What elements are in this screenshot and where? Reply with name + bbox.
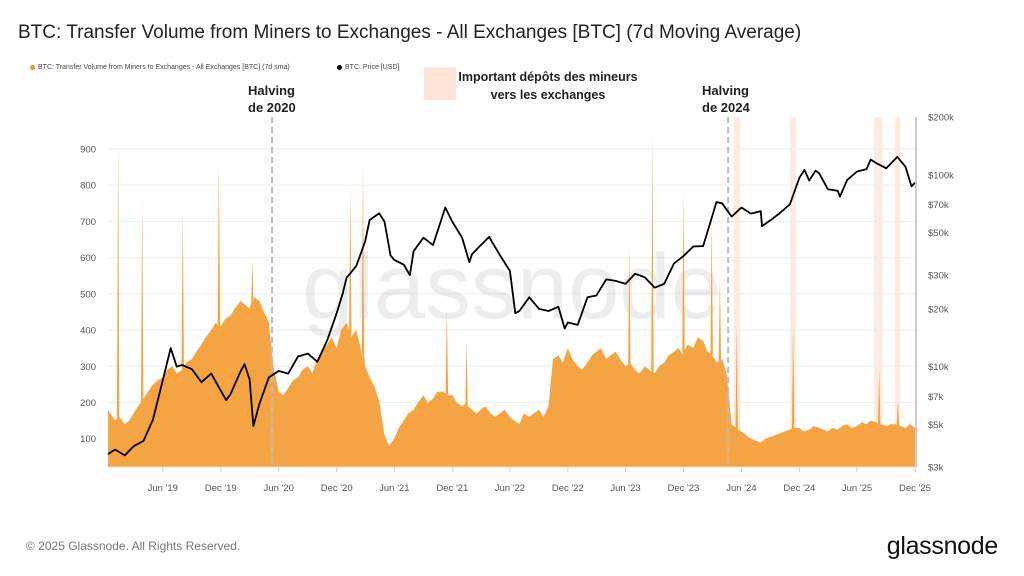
y-left-tick-label: 300 [80, 362, 96, 373]
x-tick-label: Dec '20 [321, 483, 353, 494]
chart-title: BTC: Transfer Volume from Miners to Exch… [18, 22, 802, 43]
volume-area [108, 135, 915, 467]
highlight-band [790, 117, 796, 467]
y-left-tick-label: 400 [80, 326, 96, 337]
highlight-band [874, 117, 883, 467]
x-tick-label: Jun '20 [264, 483, 294, 494]
y-left-tick-label: 600 [80, 253, 96, 264]
halving-2020-line1: Halving [248, 83, 295, 98]
halving-2024-line2: de 2024 [702, 100, 750, 115]
x-tick-label: Dec '22 [552, 483, 584, 494]
highlight-legend-label: Important dépôts des mineurs vers les ex… [458, 68, 638, 104]
legend-dot-volume [30, 65, 35, 70]
legend-item-price[interactable]: BTC: Price [USD] [337, 64, 399, 71]
highlight-legend-line2: vers les exchanges [490, 88, 606, 102]
legend-label-price: BTC: Price [USD] [345, 64, 400, 71]
x-tick-label: Jun '19 [148, 483, 178, 494]
x-tick-label: Dec '23 [668, 483, 700, 494]
x-tick-label: Dec '24 [783, 483, 815, 494]
halving-lines [271, 117, 730, 467]
x-tick-label: Jun '21 [379, 483, 409, 494]
y-right-tick-label: $50k [928, 228, 949, 239]
copyright: © 2025 Glassnode. All Rights Reserved. [26, 539, 241, 553]
y-right-tick-label: $3k [928, 463, 944, 474]
legend-label-volume: BTC: Transfer Volume from Miners to Exch… [38, 64, 290, 71]
x-tick-label: Dec '21 [436, 483, 468, 494]
y-right-tick-label: $70k [928, 200, 949, 211]
x-tick-label: Jun '24 [726, 483, 756, 494]
gridlines [108, 148, 915, 440]
x-tick-label: Jun '22 [495, 483, 525, 494]
price-line [107, 155, 916, 457]
highlight-legend-line1: Important dépôts des mineurs [458, 70, 638, 84]
highlight-band [733, 117, 741, 467]
x-tick-label: Dec '19 [205, 483, 237, 494]
y-right-tick-label: $30k [928, 271, 949, 282]
highlight-bands [733, 117, 901, 467]
halving-2020-label: Halving de 2020 [248, 82, 296, 116]
y-right-tick-label: $100k [928, 170, 954, 181]
legend-item-volume[interactable]: BTC: Transfer Volume from Miners to Exch… [30, 64, 290, 71]
halving-2024-label: Halving de 2024 [702, 82, 750, 116]
legend-dot-price [337, 65, 342, 70]
x-tick-label: Dec '25 [899, 483, 931, 494]
halving-2020-line2: de 2020 [248, 100, 296, 115]
y-left-tick-label: 900 [80, 144, 96, 155]
y-left-tick-label: 700 [80, 217, 96, 228]
x-tick-label: Jun '25 [842, 483, 872, 494]
y-left-tick-label: 100 [80, 434, 96, 445]
y-right-tick-label: $10k [928, 362, 949, 373]
y-left-tick-label: 500 [80, 289, 96, 300]
x-tick-label: Jun '23 [610, 483, 640, 494]
y-right-tick-label: $20k [928, 304, 949, 315]
y-left-tick-label: 200 [80, 398, 96, 409]
watermark: glassnode [302, 236, 721, 338]
highlight-legend-swatch [424, 67, 456, 100]
axes: 100 200 300 400 500 600 700 800 900 $3k $5k $7k $10k… [80, 113, 954, 495]
glassnode-logo[interactable]: glassnode [886, 532, 999, 560]
y-right-tick-label: $200k [928, 113, 954, 124]
y-left-tick-label: 800 [80, 181, 96, 192]
halving-2024-line1: Halving [702, 83, 749, 98]
y-right-tick-label: $7k [928, 392, 944, 403]
highlight-band [894, 117, 901, 467]
y-right-tick-label: $5k [928, 420, 944, 431]
